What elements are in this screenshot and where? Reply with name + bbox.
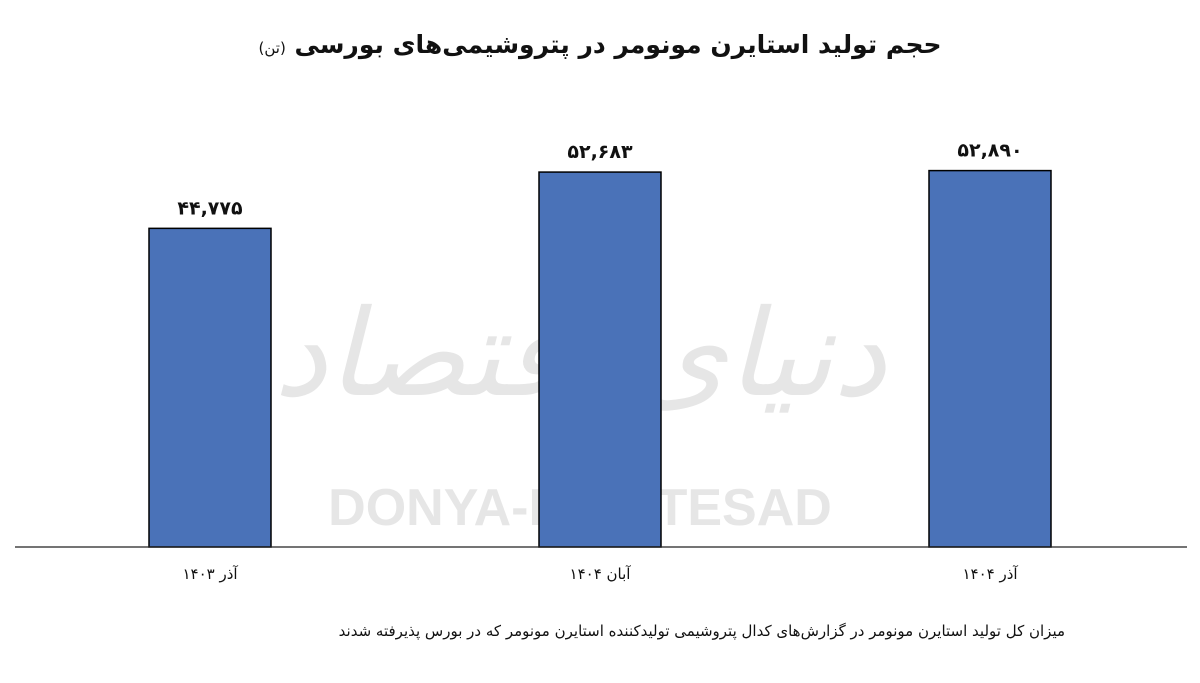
category-label-2: آبان ۱۴۰۴: [570, 565, 632, 583]
bar-3: [928, 169, 1052, 548]
footnote: میزان کل تولید استایرن مونومر در گزارش‌ه…: [338, 622, 1065, 640]
category-label-1: آذر ۱۴۰۳: [182, 565, 238, 583]
data-label-1: ۴۴,۷۷۵: [177, 197, 243, 219]
category-label-3: آذر ۱۴۰۴: [962, 565, 1018, 583]
chart-title-unit: (تن): [258, 39, 286, 57]
bar-1: [148, 227, 272, 548]
data-label-3: ۵۲,۸۹۰: [957, 140, 1022, 162]
chart-title-text: حجم تولید استایرن مونومر در پتروشیمی‌های…: [294, 30, 942, 59]
data-label-2: ۵۲,۶۸۳: [567, 141, 633, 163]
chart-title: حجم تولید استایرن مونومر در پتروشیمی‌های…: [0, 30, 1200, 59]
bar-2: [538, 171, 662, 548]
